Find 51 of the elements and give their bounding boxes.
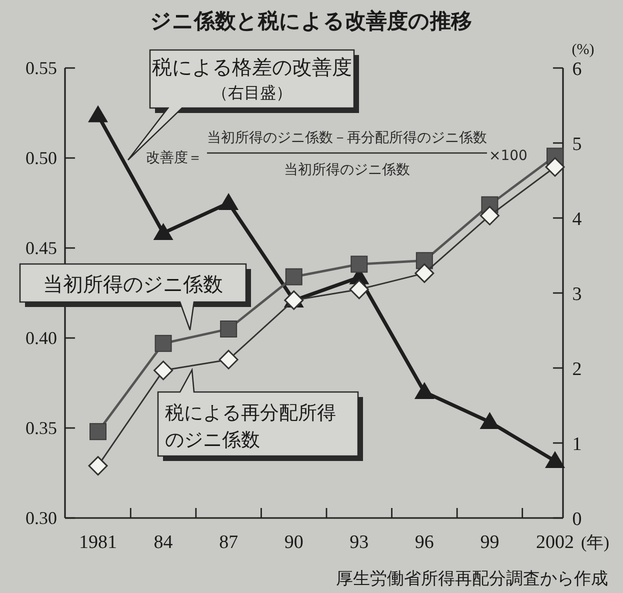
x-tick-label: 93 <box>350 532 369 553</box>
annotation: 改善度＝ <box>146 149 202 166</box>
y-tick-label: 0.30 <box>26 508 57 528</box>
y2-tick-label: 6 <box>572 59 582 80</box>
x-tick-label: 96 <box>414 532 434 553</box>
y2-tick-label: 1 <box>572 434 582 455</box>
y-tick-label: 0.35 <box>26 418 57 438</box>
y-tick-label: 0.55 <box>26 58 57 78</box>
text: 厚生労働省所得再配分調査から作成 <box>336 569 608 589</box>
series-label: 当初所得のジニ係数 <box>43 272 223 296</box>
x-tick-label: 90 <box>284 532 304 553</box>
x-tick-label: 2002 <box>536 532 574 553</box>
annotation: 当初所得のジニ係数－再分配所得のジニ係数 <box>207 130 487 146</box>
point <box>480 412 500 429</box>
point <box>154 334 172 352</box>
annotation: 当初所得のジニ係数 <box>284 162 410 178</box>
y-tick-label: 0.40 <box>26 328 57 348</box>
point <box>88 105 108 122</box>
y2-tick-label: 0 <box>572 509 582 530</box>
y-tick-label: 0.50 <box>26 148 57 168</box>
point <box>218 350 238 370</box>
x-tick-label: 87 <box>219 532 238 553</box>
point <box>90 423 106 440</box>
point <box>414 263 434 283</box>
y2-axis-title: (%) <box>572 42 594 58</box>
series-label: 税による再分配所得のジニ係数 <box>165 402 336 451</box>
y2-tick-label: 3 <box>572 284 582 305</box>
point <box>88 456 108 476</box>
x-tick-label: 84 <box>154 532 174 553</box>
point <box>545 451 565 468</box>
point <box>545 157 565 177</box>
y2-tick-label: 5 <box>572 134 582 155</box>
point <box>349 280 369 300</box>
point <box>220 320 238 338</box>
text: 税による格差の改善度 <box>152 55 352 79</box>
y2-tick-label: 4 <box>572 209 582 230</box>
y2-tick-label: 2 <box>572 359 582 380</box>
point <box>480 206 500 226</box>
point <box>414 382 434 399</box>
point <box>153 223 174 240</box>
x-axis-title: (年) <box>581 533 610 552</box>
point <box>218 193 239 210</box>
chart-title: ジニ係数と税による改善度の推移 <box>150 9 472 33</box>
y-tick-label: 0.45 <box>26 238 57 258</box>
point <box>285 268 302 286</box>
annotation: （右目盛） <box>212 83 292 102</box>
annotation: ×100 <box>489 148 528 164</box>
point <box>154 360 174 380</box>
x-tick-label: 99 <box>480 532 500 553</box>
x-tick-label: 1981 <box>79 532 117 553</box>
point <box>350 256 368 273</box>
